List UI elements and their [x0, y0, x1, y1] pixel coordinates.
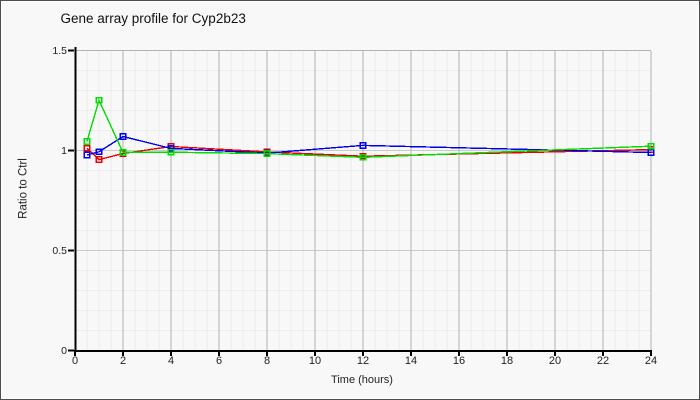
- svg-text:22: 22: [597, 355, 609, 367]
- svg-text:1: 1: [61, 145, 67, 157]
- svg-text:Ratio to Ctrl: Ratio to Ctrl: [17, 158, 29, 219]
- svg-text:Time (hours): Time (hours): [331, 374, 393, 386]
- svg-text:1.5: 1.5: [52, 45, 67, 57]
- svg-text:16: 16: [453, 355, 465, 367]
- svg-text:0: 0: [72, 355, 78, 367]
- svg-text:Gene array profile for Cyp2b23: Gene array profile for Cyp2b23: [61, 11, 246, 26]
- svg-text:4: 4: [168, 355, 174, 367]
- svg-text:24: 24: [645, 355, 657, 367]
- svg-text:20: 20: [549, 355, 561, 367]
- svg-text:2: 2: [120, 355, 126, 367]
- svg-text:8: 8: [264, 355, 270, 367]
- svg-text:10: 10: [309, 355, 321, 367]
- svg-text:12: 12: [357, 355, 369, 367]
- svg-text:14: 14: [405, 355, 417, 367]
- svg-text:0: 0: [61, 345, 67, 357]
- svg-text:6: 6: [216, 355, 222, 367]
- svg-text:18: 18: [501, 355, 513, 367]
- svg-text:0.5: 0.5: [52, 245, 67, 257]
